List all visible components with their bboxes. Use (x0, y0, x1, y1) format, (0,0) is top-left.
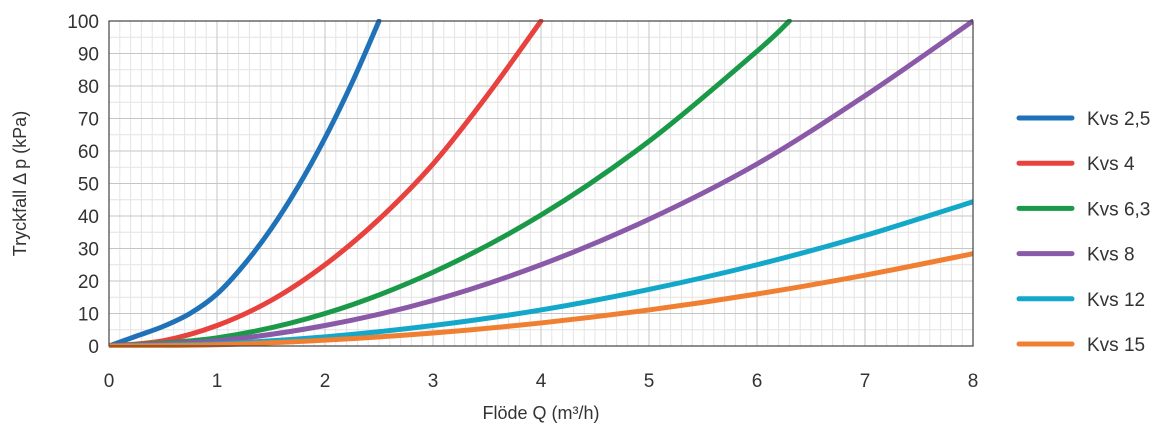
x-tick-label: 8 (968, 371, 979, 392)
x-tick-label: 6 (752, 371, 763, 392)
x-tick-label: 3 (428, 371, 439, 392)
y-tick-label: 70 (78, 110, 99, 131)
y-tick-label: 100 (67, 12, 99, 33)
x-tick-label: 1 (212, 371, 223, 392)
legend: Kvs 2,5 Kvs 4 Kvs 6,3 Kvs 8 Kvs 12 Kvs 15 (1016, 109, 1150, 356)
y-tick-label: 50 (78, 175, 99, 196)
x-tick-label: 5 (644, 371, 655, 392)
y-axis-ticks: 0 10 20 30 40 50 60 70 80 90 100 (67, 12, 99, 358)
y-tick-label: 90 (78, 45, 99, 66)
y-tick-label: 20 (78, 272, 99, 293)
x-axis-ticks: 0 1 2 3 4 5 6 7 8 (104, 371, 979, 392)
y-tick-label: 30 (78, 240, 99, 261)
plot-frame (108, 20, 974, 347)
y-tick-label: 0 (88, 337, 99, 358)
legend-label-0: Kvs 2,5 (1087, 109, 1150, 130)
legend-label-4: Kvs 12 (1087, 290, 1145, 311)
legend-label-5: Kvs 15 (1087, 335, 1145, 356)
series-line-1 (109, 19, 544, 348)
x-tick-label: 4 (536, 371, 547, 392)
y-tick-label: 10 (78, 305, 99, 326)
x-tick-label: 0 (104, 371, 115, 392)
series-line-0 (109, 19, 382, 348)
y-tick-label: 80 (78, 77, 99, 98)
legend-label-3: Kvs 8 (1087, 245, 1135, 266)
legend-label-2: Kvs 6,3 (1087, 199, 1150, 220)
y-axis-label: Tryckfall Δ p (kPa) (10, 111, 30, 256)
x-axis-label: Flöde Q (m³/h) (482, 403, 599, 423)
series-line-2 (109, 19, 792, 348)
series-lines (109, 19, 973, 348)
x-tick-label: 7 (860, 371, 871, 392)
series-line-5 (109, 251, 973, 348)
y-tick-label: 40 (78, 207, 99, 228)
series-line-3 (109, 19, 973, 348)
legend-label-1: Kvs 4 (1087, 154, 1135, 175)
x-tick-label: 2 (320, 371, 331, 392)
y-tick-label: 60 (78, 142, 99, 163)
